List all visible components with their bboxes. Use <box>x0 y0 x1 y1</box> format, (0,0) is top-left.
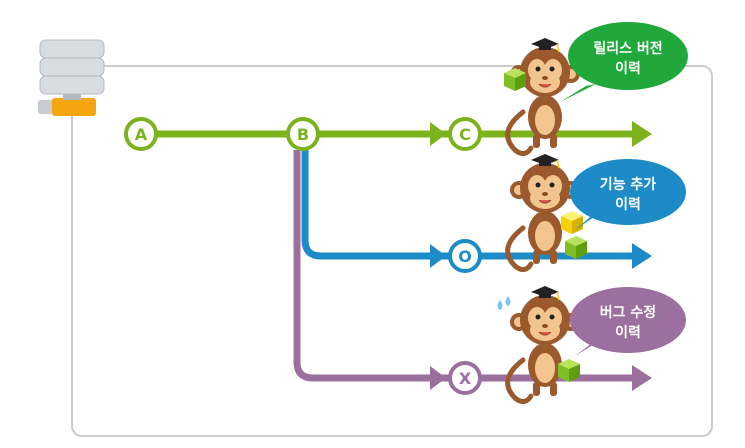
feature-history-bubble: 기능 추가 이력 <box>570 159 686 230</box>
bugfix-branch-line <box>293 150 635 382</box>
release-history-bubble: 릴리스 버전 이력 <box>560 22 688 102</box>
monkey-mascot-icon <box>508 286 580 402</box>
node-b: B <box>286 117 320 151</box>
node-x-label: X <box>459 369 472 388</box>
server-icon <box>38 39 105 116</box>
feature-bubble-line1: 기능 추가 <box>600 177 657 193</box>
node-x: X <box>448 361 482 395</box>
bugfix-history-bubble: 버그 수정 이력 <box>570 287 686 356</box>
node-b-label: B <box>297 125 309 144</box>
feature-branch-mid-arrow <box>430 244 446 268</box>
feature-branch-end-arrow <box>632 243 652 269</box>
node-o-label: O <box>458 247 472 266</box>
main-branch-mid-arrow <box>430 122 446 146</box>
main-branch-end-arrow <box>632 121 652 147</box>
node-o: O <box>448 239 482 273</box>
node-c-label: C <box>459 125 471 144</box>
bugfix-bubble-line1: 버그 수정 <box>600 304 656 321</box>
bugfix-branch-end-arrow <box>632 365 652 391</box>
release-bubble-line2: 이력 <box>615 60 641 77</box>
node-a: A <box>124 117 158 151</box>
feature-bubble-line2: 이력 <box>615 196 641 213</box>
node-c: C <box>448 117 482 151</box>
bugfix-bubble-line2: 이력 <box>615 324 641 341</box>
release-bubble-line1: 릴리스 버전 <box>593 40 662 57</box>
node-a-label: A <box>135 125 148 144</box>
feature-branch-line <box>301 150 635 260</box>
repository-frame <box>71 65 713 437</box>
cube-icon <box>561 211 583 234</box>
bugfix-branch-mid-arrow <box>430 366 446 390</box>
sweat-drop-icon <box>497 296 511 310</box>
